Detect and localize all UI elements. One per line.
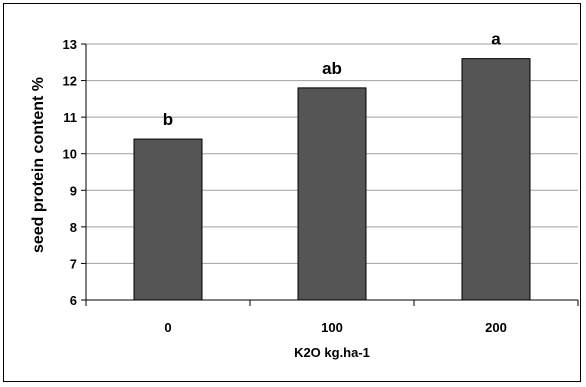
x-axis-title: K2O kg.ha-1 xyxy=(294,345,370,360)
labels: 6 7 8 9 10 11 12 13 b 0 ab 100 a 200 xyxy=(63,30,507,335)
x-tick-label: 100 xyxy=(321,320,343,335)
data-label: a xyxy=(491,30,501,49)
axes xyxy=(81,43,579,306)
y-tick-label: 8 xyxy=(70,220,77,235)
y-tick-label: 13 xyxy=(63,37,77,52)
y-tick-label: 11 xyxy=(63,110,77,125)
bar xyxy=(461,58,531,301)
y-tick-label: 10 xyxy=(63,147,77,162)
y-tick-label: 12 xyxy=(63,74,77,89)
y-tick-label: 9 xyxy=(70,183,77,198)
x-tick-label: 0 xyxy=(164,320,171,335)
x-tick-label: 200 xyxy=(485,320,507,335)
data-label: b xyxy=(163,110,173,129)
bar xyxy=(297,87,367,301)
bars xyxy=(133,58,531,301)
y-tick-label: 7 xyxy=(70,256,77,271)
y-axis-title: seed protein content % xyxy=(30,77,47,253)
bar xyxy=(133,138,203,301)
y-tick-label: 6 xyxy=(70,293,77,308)
data-label: ab xyxy=(322,59,342,78)
